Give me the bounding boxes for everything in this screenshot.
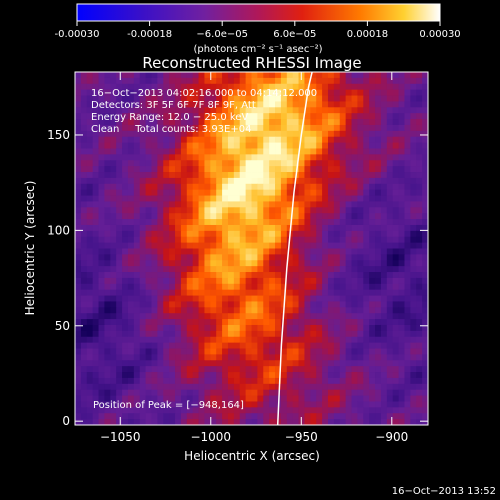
colorbar-gradient <box>76 3 441 22</box>
x-axis: −1050 −1000 −950 −900 <box>100 72 408 444</box>
x-tick-label: −1050 <box>100 430 141 444</box>
observation-info: 16−Oct−2013 04:02:16.000 to 04:14:12.000… <box>91 88 317 135</box>
footer-timestamp: 16−Oct−2013 13:52 <box>392 486 496 497</box>
plot-frame <box>74 71 429 426</box>
colorbar-ticks: -0.00030 -0.00018 −6.0e−05 6.0e−05 0.00018 0.… <box>55 21 461 40</box>
info-energy-range: Energy Range: 12.0 − 25.0 keV <box>91 112 248 123</box>
y-tick-label: 150 <box>47 128 70 142</box>
x-tick-label: −1000 <box>190 430 231 444</box>
chart-title: Reconstructed RHESSI Image <box>142 54 361 72</box>
info-detectors: Detectors: 3F 5F 6F 7F 8F 9F, Att <box>91 100 256 111</box>
y-tick-label: 100 <box>47 223 70 237</box>
x-tick-label: −900 <box>375 430 408 444</box>
x-tick-label: −950 <box>285 430 318 444</box>
colorbar-tick-label: -0.00018 <box>127 29 172 40</box>
x-axis-label: Heliocentric X (arcsec) <box>184 449 320 463</box>
y-tick-label: 0 <box>62 414 70 428</box>
y-tick-label: 50 <box>55 319 70 333</box>
colorbar: -0.00030 -0.00018 −6.0e−05 6.0e−05 0.00018 0.… <box>55 3 461 55</box>
heatmap-image <box>75 72 428 425</box>
peak-position-label: Position of Peak = [−948,164] <box>93 400 244 411</box>
y-axis: 0 50 100 150 <box>47 128 428 428</box>
info-clean-counts: Clean Total counts: 3.93E+04 <box>91 124 251 135</box>
colorbar-tick-label: 6.0e−05 <box>273 29 316 40</box>
colorbar-tick-label: -0.00030 <box>55 29 100 40</box>
info-time-range: 16−Oct−2013 04:02:16.000 to 04:14:12.000 <box>91 88 317 99</box>
y-axis-label: Heliocentric Y (arcsec) <box>23 181 37 316</box>
solar-limb-curve <box>276 72 313 425</box>
colorbar-tick-label: 0.00030 <box>419 29 460 40</box>
colorbar-tick-label: −6.0e−05 <box>196 29 248 40</box>
plot-area: −1050 −1000 −950 −900 0 50 100 150 <box>47 71 429 444</box>
colorbar-unit-label: (photons cm⁻² s⁻¹ asec⁻²) <box>193 44 322 55</box>
colorbar-tick-label: 0.00018 <box>347 29 388 40</box>
